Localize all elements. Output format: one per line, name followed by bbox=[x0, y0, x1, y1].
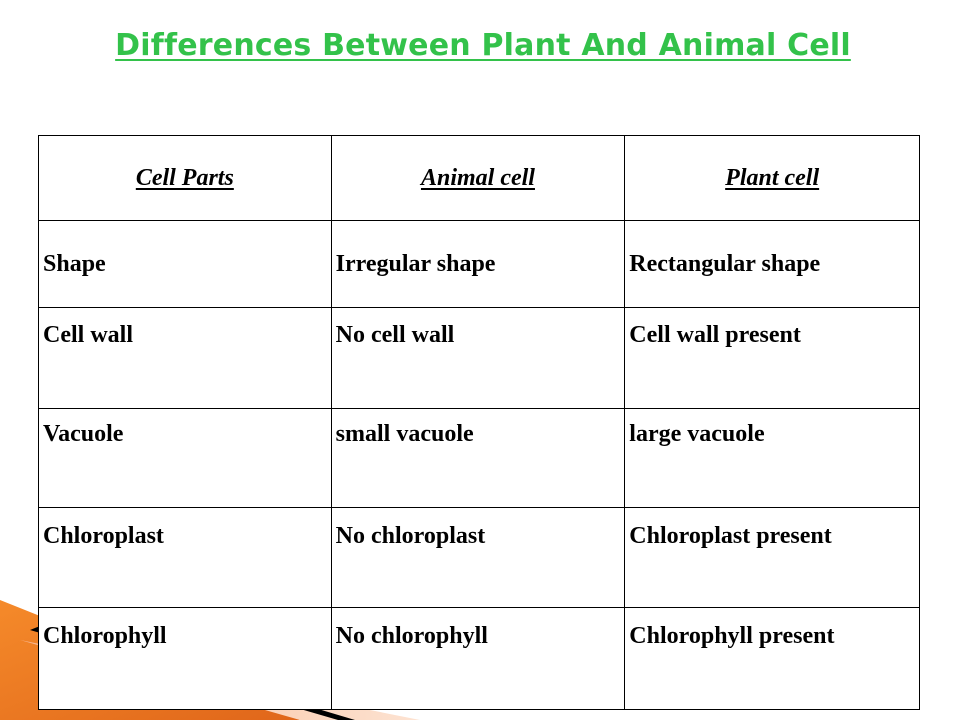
table-cell: Shape bbox=[38, 220, 332, 308]
table-header-row: Cell Parts Animal cell Plant cell bbox=[38, 135, 920, 221]
table-row: Chloroplast No chloroplast Chloroplast p… bbox=[38, 507, 920, 608]
table-cell: Cell wall bbox=[38, 307, 332, 409]
table-cell: Rectangular shape bbox=[624, 220, 920, 308]
header-animal-cell: Animal cell bbox=[330, 135, 626, 221]
table-cell: Chloroplast bbox=[38, 507, 332, 608]
page-title: Differences Between Plant And Animal Cel… bbox=[115, 28, 851, 63]
table-cell: No cell wall bbox=[330, 307, 626, 409]
table-row: Chlorophyll No chlorophyll Chlorophyll p… bbox=[38, 607, 920, 710]
comparison-table: Cell Parts Animal cell Plant cell Shape … bbox=[38, 135, 920, 710]
table-cell: Irregular shape bbox=[330, 220, 626, 308]
table-row: Cell wall No cell wall Cell wall present bbox=[38, 307, 920, 409]
header-cell-parts: Cell Parts bbox=[38, 135, 332, 221]
table-row: Vacuole small vacuole large vacuole bbox=[38, 408, 920, 508]
table-cell: Chloroplast present bbox=[624, 507, 920, 608]
table-cell: large vacuole bbox=[624, 408, 920, 508]
table-cell: No chloroplast bbox=[330, 507, 626, 608]
table-cell: Chlorophyll present bbox=[624, 607, 920, 710]
table-row: Shape Irregular shape Rectangular shape bbox=[38, 220, 920, 308]
table-cell: No chlorophyll bbox=[330, 607, 626, 710]
table-cell: Cell wall present bbox=[624, 307, 920, 409]
table-cell: Chlorophyll bbox=[38, 607, 332, 710]
header-plant-cell: Plant cell bbox=[624, 135, 920, 221]
table-cell: small vacuole bbox=[330, 408, 626, 508]
table-cell: Vacuole bbox=[38, 408, 332, 508]
